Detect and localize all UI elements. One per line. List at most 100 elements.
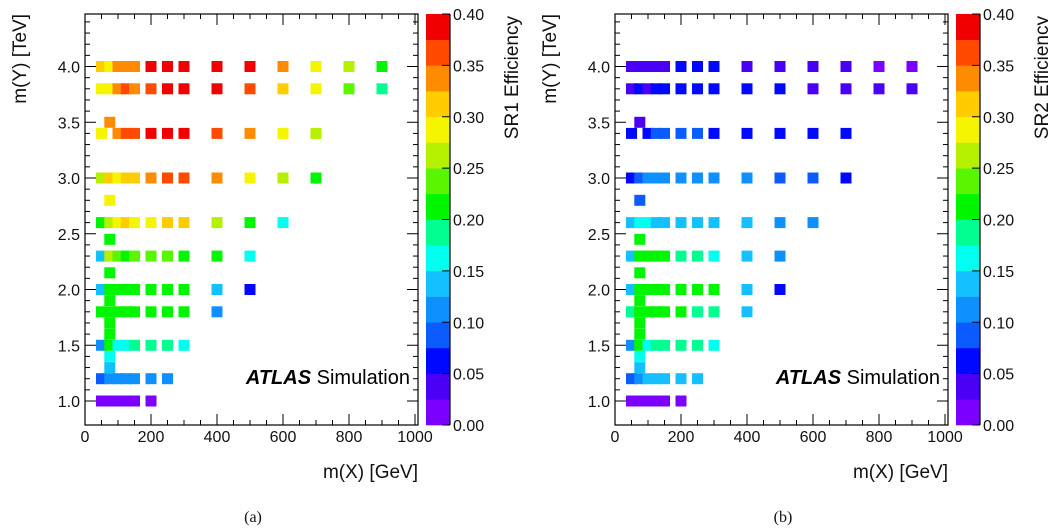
heatmap-cell [642, 172, 654, 184]
heatmap-cell [634, 194, 646, 206]
heatmap-cell [675, 250, 687, 262]
atlas-annotation: ATLAS Simulation [245, 367, 410, 389]
colorbar-label: SR1 Efficiency [502, 16, 523, 140]
heatmap-cell [741, 284, 753, 295]
panel-a: 0 200 400 600 800 1000 1.0 1.5 2.0 2.5 3.0 3.5 4.0 m(… [10, 7, 523, 526]
y-axis-label: m(Y) [TeV] [10, 14, 31, 104]
heatmap-cell [634, 116, 646, 128]
colorbar-segment [426, 142, 450, 169]
heatmap-cell [112, 306, 124, 318]
heatmap-cell [642, 373, 654, 385]
atlas-label: ATLAS [775, 367, 842, 389]
heatmap-cell [104, 350, 116, 362]
colorbar-segment [426, 14, 450, 40]
heatmap-cell [659, 284, 670, 295]
heatmap-cell [244, 217, 256, 229]
heatmap-cell [145, 284, 157, 295]
heatmap-cell [244, 284, 256, 295]
heatmap-cell [129, 127, 140, 139]
heatmap-cell [104, 395, 116, 407]
heatmap-cell [692, 339, 703, 351]
colorbar-segment [426, 91, 450, 118]
colorbar-segment [956, 347, 980, 374]
z-tick-label: 0.25 [983, 161, 1014, 178]
colorbar-segment [956, 219, 980, 246]
colorbar-segment [956, 168, 980, 195]
heatmap-cell [310, 83, 322, 95]
heatmap-cell [211, 250, 223, 262]
heatmap-cell [708, 83, 720, 95]
heatmap-cell [145, 172, 157, 184]
x-tick-label: 600 [800, 429, 827, 446]
heatmap-cell [120, 172, 132, 184]
heatmap-cell [840, 127, 852, 139]
heatmap-cell [708, 339, 720, 351]
y-tick-label: 3.5 [58, 115, 80, 132]
heatmap-cell [634, 295, 646, 307]
heatmap-cell [162, 306, 173, 318]
heatmap-cell [626, 284, 637, 295]
heatmap-cell [96, 339, 107, 351]
colorbar-segment [426, 193, 450, 220]
heatmap-cell [104, 306, 116, 318]
heatmap-cell [112, 172, 124, 184]
heatmap-cell [244, 61, 256, 72]
heatmap-cell [104, 250, 116, 262]
colorbar-segment [956, 245, 980, 272]
heatmap-cell [626, 217, 637, 229]
heatmap-cell [873, 61, 885, 72]
heatmap-cell [104, 295, 116, 307]
heatmap-cell [642, 395, 654, 407]
heatmap-cell [129, 217, 140, 229]
y-tick-label: 3.0 [58, 171, 80, 188]
heatmap-cell [112, 217, 124, 229]
heatmap-cell [277, 127, 289, 139]
heatmap-cell [741, 172, 753, 184]
colorbar-segment [956, 14, 980, 40]
heatmap-cell [120, 339, 132, 351]
heatmap-cell [774, 61, 786, 72]
heatmap-cell [708, 284, 720, 295]
heatmap-cell [178, 306, 190, 318]
heatmap-cell [96, 127, 107, 139]
heatmap-cell [211, 172, 223, 184]
heatmap-cell [96, 373, 107, 385]
heatmap-cell [211, 83, 223, 95]
heatmap-cell [120, 250, 132, 262]
colorbar-segment [426, 65, 450, 92]
heatmap-cell [129, 172, 140, 184]
heatmap-cell [120, 127, 132, 139]
heatmap-cell [162, 172, 173, 184]
heatmap-cell [634, 217, 646, 229]
heatmap-cell [675, 395, 687, 407]
heatmap-cell [162, 61, 173, 72]
colorbar-segment [956, 270, 980, 297]
heatmap-cell [642, 61, 654, 72]
heatmap-cell [634, 284, 646, 295]
colorbar-segment [426, 347, 450, 374]
heatmap-cell [104, 116, 116, 128]
heatmap-cell [112, 61, 124, 72]
heatmap-cell [650, 217, 662, 229]
heatmap-cell [343, 61, 355, 72]
heatmap-cell [129, 284, 140, 295]
heatmap-cell [162, 83, 173, 95]
colorbar-segment [426, 322, 450, 349]
heatmap-cell [178, 217, 190, 229]
heatmap-cell [675, 127, 687, 139]
heatmap-cell [807, 83, 819, 95]
heatmap-cell [626, 373, 637, 385]
x-tick-label: 1000 [927, 429, 963, 446]
colorbar-segment [956, 65, 980, 92]
heatmap-cell [145, 306, 157, 318]
heatmap-cell [129, 306, 140, 318]
heatmap-cell [650, 61, 662, 72]
heatmap-cell [840, 172, 852, 184]
heatmap-cell [708, 127, 720, 139]
z-tick-label: 0.35 [453, 58, 484, 75]
heatmap-cell [112, 127, 124, 139]
heatmap-cell [774, 217, 786, 229]
heatmap-cell [211, 284, 223, 295]
heatmap-cell [634, 350, 646, 362]
y-tick-label: 1.0 [58, 394, 80, 411]
